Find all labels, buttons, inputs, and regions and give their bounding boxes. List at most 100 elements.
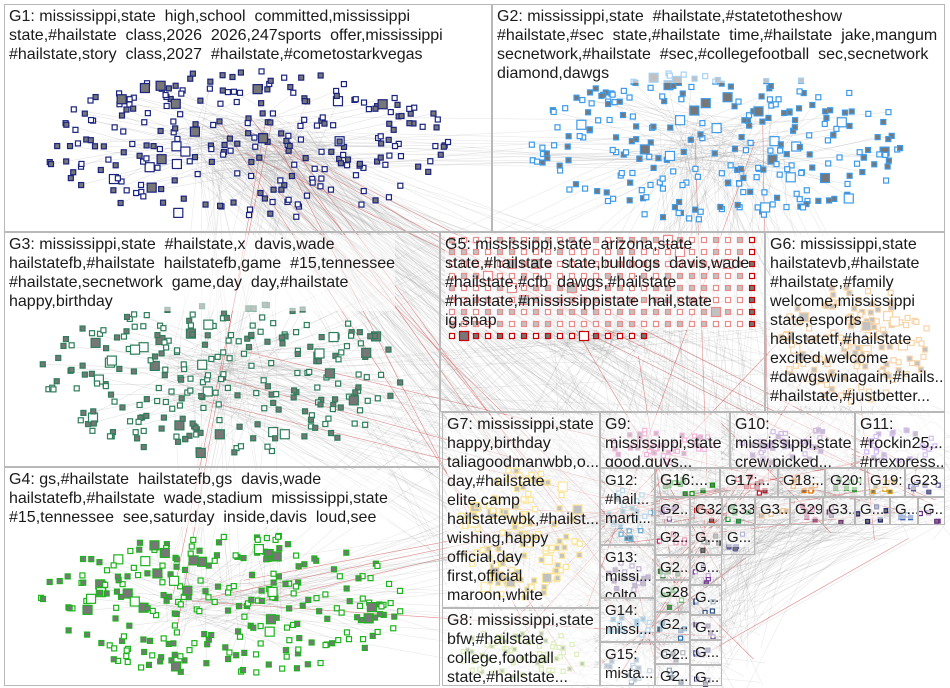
node[interactable] (331, 396, 339, 403)
node[interactable] (711, 150, 718, 157)
node[interactable] (80, 409, 87, 417)
node[interactable] (158, 350, 165, 357)
node[interactable] (249, 322, 256, 329)
node[interactable] (180, 361, 187, 368)
node[interactable] (348, 332, 355, 339)
node[interactable] (766, 96, 774, 103)
node[interactable] (758, 93, 765, 100)
node[interactable] (783, 203, 790, 211)
node[interactable] (171, 610, 178, 617)
node[interactable] (79, 325, 86, 332)
node[interactable] (385, 194, 393, 201)
node[interactable] (304, 661, 311, 668)
node[interactable] (110, 562, 117, 569)
node[interactable] (174, 135, 181, 143)
node[interactable] (204, 372, 212, 379)
node[interactable] (140, 556, 151, 567)
node[interactable] (329, 405, 336, 413)
node[interactable] (110, 656, 117, 663)
node[interactable] (178, 395, 185, 402)
node[interactable] (311, 165, 318, 172)
node[interactable] (171, 158, 182, 170)
node[interactable] (241, 613, 248, 620)
node[interactable] (220, 151, 227, 158)
node[interactable] (539, 144, 546, 151)
node[interactable] (748, 296, 756, 304)
node[interactable] (170, 118, 177, 125)
node[interactable] (216, 118, 223, 125)
node[interactable] (638, 187, 645, 194)
node[interactable] (765, 114, 772, 122)
node[interactable] (133, 435, 141, 442)
node[interactable] (827, 107, 834, 114)
node[interactable] (112, 615, 119, 622)
node[interactable] (272, 435, 279, 442)
node[interactable] (123, 187, 130, 194)
node[interactable] (315, 358, 322, 365)
node[interactable] (543, 150, 550, 157)
node[interactable] (264, 626, 275, 637)
node[interactable] (220, 371, 227, 378)
node[interactable] (335, 380, 342, 387)
node[interactable] (336, 573, 343, 580)
node[interactable] (161, 339, 168, 346)
node[interactable] (159, 547, 170, 559)
node[interactable] (234, 140, 241, 147)
node[interactable] (161, 372, 168, 379)
node[interactable] (185, 593, 192, 601)
node[interactable] (298, 74, 305, 81)
node[interactable] (173, 563, 180, 570)
node[interactable] (92, 93, 99, 101)
node[interactable] (190, 536, 197, 544)
node[interactable] (70, 106, 77, 113)
node[interactable] (731, 103, 738, 110)
node[interactable] (202, 201, 209, 208)
node[interactable] (568, 332, 576, 340)
node[interactable] (333, 92, 340, 100)
node[interactable] (129, 344, 141, 355)
node[interactable] (170, 640, 177, 647)
node[interactable] (301, 433, 308, 440)
node[interactable] (415, 163, 422, 170)
node[interactable] (149, 540, 160, 551)
node[interactable] (186, 158, 193, 165)
node[interactable] (806, 151, 813, 158)
node[interactable] (748, 248, 756, 256)
node[interactable] (848, 108, 855, 115)
node[interactable] (686, 215, 693, 222)
node[interactable] (143, 412, 150, 419)
node[interactable] (724, 179, 732, 186)
node[interactable] (791, 117, 799, 124)
node[interactable] (240, 350, 248, 357)
node[interactable] (880, 118, 887, 126)
node[interactable] (773, 161, 780, 168)
node[interactable] (178, 376, 185, 383)
node[interactable] (293, 213, 300, 220)
node[interactable] (318, 334, 325, 341)
node[interactable] (579, 96, 586, 104)
node[interactable] (165, 85, 172, 92)
node[interactable] (448, 332, 456, 340)
node[interactable] (611, 99, 618, 106)
node[interactable] (88, 330, 96, 337)
node[interactable] (188, 543, 195, 550)
node[interactable] (210, 121, 217, 129)
node[interactable] (882, 177, 890, 184)
node[interactable] (675, 209, 682, 217)
node[interactable] (80, 579, 87, 586)
node[interactable] (603, 189, 610, 196)
node[interactable] (102, 581, 109, 588)
node[interactable] (376, 611, 384, 618)
node[interactable] (119, 404, 126, 411)
node[interactable] (91, 143, 99, 150)
node[interactable] (387, 108, 394, 116)
node[interactable] (440, 143, 447, 150)
node[interactable] (306, 368, 313, 376)
node[interactable] (508, 332, 516, 340)
node[interactable] (106, 433, 114, 440)
node[interactable] (359, 595, 366, 602)
node[interactable] (337, 404, 344, 411)
node[interactable] (286, 605, 293, 612)
node[interactable] (841, 109, 849, 116)
node[interactable] (46, 578, 53, 586)
